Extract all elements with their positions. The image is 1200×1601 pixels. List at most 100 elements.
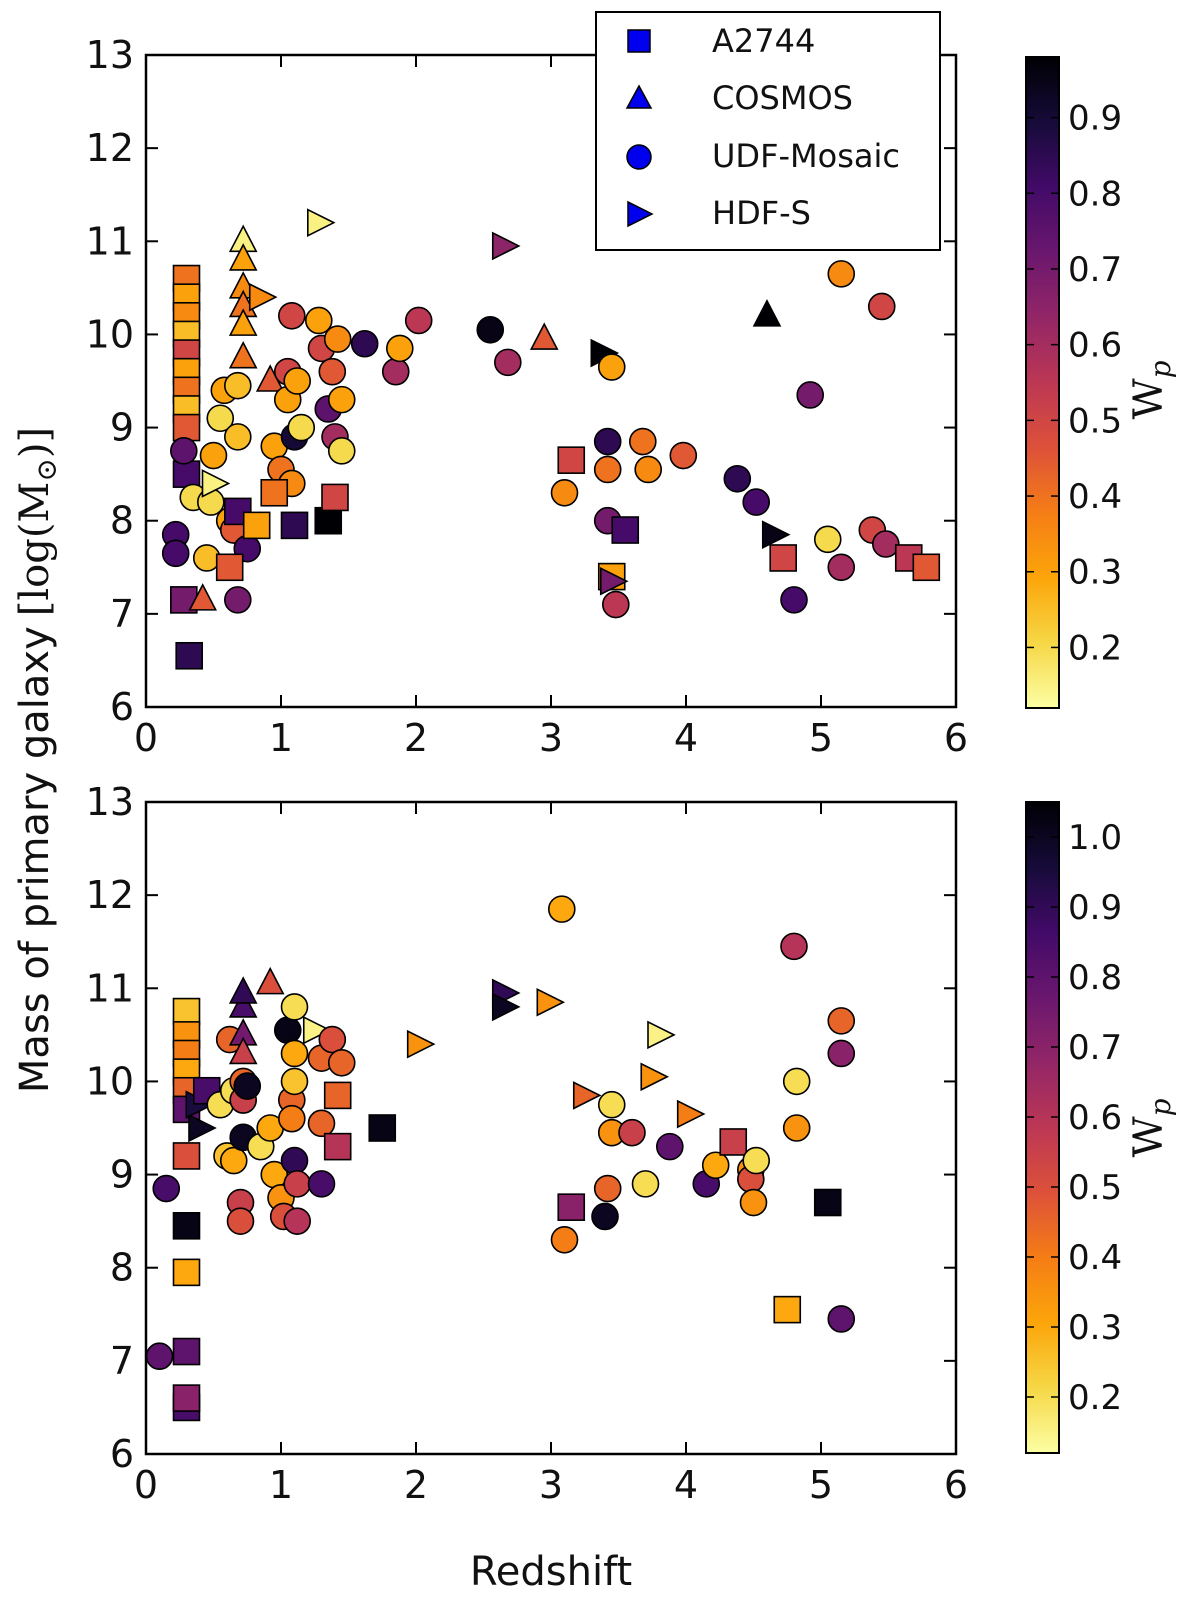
top-data-point: [601, 590, 630, 619]
top-data-point: [557, 446, 586, 474]
bottom-data-point: [572, 1081, 602, 1110]
top-data-point: [242, 511, 271, 540]
top-y-tick-label: 12: [86, 126, 134, 170]
top-data-point: [170, 437, 198, 465]
top-data-point: [723, 464, 752, 493]
top-colorbar-gradient: [1025, 56, 1060, 709]
bottom-data-point: [188, 1113, 217, 1143]
top-data-point: [280, 511, 309, 540]
bottom-data-point: [323, 1081, 352, 1110]
top-data-point: [827, 553, 856, 582]
top-colorbar-ticks: 0.2 0.3 0.4 0.5 0.6 0.7 0.8 0.9: [1026, 99, 1122, 668]
bottom-colorbar-tick-label: 0.4: [1068, 1238, 1122, 1278]
top-colorbar-title: Wp: [1126, 360, 1177, 419]
bottom-data-point: [283, 1170, 312, 1198]
bottom-data-point: [226, 1207, 255, 1235]
bottom-data-point: [228, 976, 258, 1004]
bottom-data-point: [219, 1146, 248, 1175]
top-y-tick-label: 7: [110, 592, 134, 636]
bottom-data-point: [591, 1202, 619, 1231]
top-data-point: [867, 292, 896, 321]
bottom-data-point: [273, 1016, 302, 1044]
bottom-x-tick-label: 6: [944, 1463, 968, 1507]
bottom-y-tick-label: 6: [110, 1432, 134, 1476]
top-colorbar-tick-label: 0.3: [1068, 553, 1122, 593]
bottom-data-point: [277, 1104, 306, 1133]
top-x-tick-label: 4: [674, 716, 698, 760]
top-x-tick-label: 3: [539, 716, 563, 760]
bottom-colorbar-tick-label: 0.5: [1068, 1168, 1122, 1208]
bottom-data-point: [406, 1029, 436, 1059]
top-x-tick-label: 6: [944, 716, 968, 760]
bottom-data-point: [550, 1225, 579, 1254]
bottom-x-tick-label: 0: [134, 1463, 158, 1507]
top-y-tick-label: 8: [110, 499, 134, 543]
bottom-data-point: [557, 1193, 586, 1221]
legend-triangle-right-marker-icon: [627, 200, 654, 228]
bottom-colorbar-tick-label: 0.7: [1068, 1028, 1122, 1068]
top-data-point: [796, 381, 825, 409]
bottom-data-point: [647, 1020, 676, 1050]
bottom-x-tick-label: 3: [539, 1463, 563, 1507]
top-data-point: [634, 455, 663, 484]
top-colorbar-tick-label: 0.8: [1068, 174, 1122, 214]
top-data-point: [161, 539, 190, 568]
top-data-point: [593, 455, 622, 484]
top-data-point: [827, 260, 856, 288]
top-colorbar-tick-label: 0.5: [1068, 401, 1122, 441]
top-x-tick-label: 1: [269, 716, 293, 760]
top-data-point: [318, 357, 347, 386]
bottom-data-point: [307, 1170, 336, 1198]
top-data-point: [224, 586, 252, 614]
top-data-point: [381, 357, 410, 386]
top-data-point: [314, 506, 343, 535]
top-data-point: [304, 306, 333, 335]
bottom-data-point: [655, 1132, 684, 1161]
legend-box: [595, 11, 941, 251]
bottom-data-point: [827, 1305, 856, 1333]
bottom-data-point: [827, 1039, 856, 1068]
top-colorbar-tick-label: 0.9: [1068, 99, 1122, 139]
bottom-data-point: [318, 1025, 347, 1054]
bottom-y-tick-label: 12: [86, 873, 134, 917]
bottom-data-point: [719, 1128, 748, 1156]
top-data-point: [215, 553, 244, 582]
legend-label-cosmos: COSMOS: [712, 79, 853, 117]
bottom-data-point: [701, 1151, 730, 1180]
top-data-point: [385, 334, 414, 363]
top-data-point: [224, 371, 252, 400]
bottom-data-point: [327, 1049, 356, 1077]
bottom-x-tick-label: 2: [404, 1463, 428, 1507]
bottom-data-point: [593, 1174, 622, 1203]
top-y-tick-label: 9: [110, 406, 134, 450]
top-data-point: [321, 483, 349, 512]
bottom-colorbar-tick-label: 0.9: [1068, 888, 1122, 928]
bottom-y-tick-label: 10: [86, 1059, 134, 1103]
bottom-data-point: [228, 1036, 258, 1065]
top-data-point: [228, 308, 258, 336]
bottom-x-tick-label: 5: [809, 1463, 833, 1507]
top-data-point: [175, 641, 203, 670]
bottom-colorbar: 0.2 0.3 0.4 0.5 0.6 0.7 0.8 0.9 1.0 Wp: [1025, 801, 1177, 1454]
top-data-point: [780, 586, 808, 614]
top-data-point: [201, 469, 231, 498]
bottom-data-point: [280, 1039, 309, 1068]
top-y-tick-label: 10: [86, 312, 134, 356]
bottom-data-points: [145, 895, 856, 1422]
bottom-data-point: [547, 895, 576, 923]
top-data-point: [327, 385, 356, 414]
top-y-tick-label: 6: [110, 685, 134, 729]
bottom-data-point: [228, 990, 258, 1018]
bottom-colorbar-tick-label: 0.8: [1068, 958, 1122, 998]
top-data-point: [404, 306, 433, 335]
bottom-data-point: [631, 1170, 660, 1198]
top-data-point: [224, 423, 252, 451]
legend-label-a2744: A2744: [712, 22, 815, 60]
bottom-data-point: [491, 992, 521, 1022]
legend-circle-marker-icon: [626, 144, 652, 170]
legend: A2744 COSMOS UDF-Mosaic HDF-S: [595, 11, 941, 251]
top-data-point: [871, 530, 900, 558]
